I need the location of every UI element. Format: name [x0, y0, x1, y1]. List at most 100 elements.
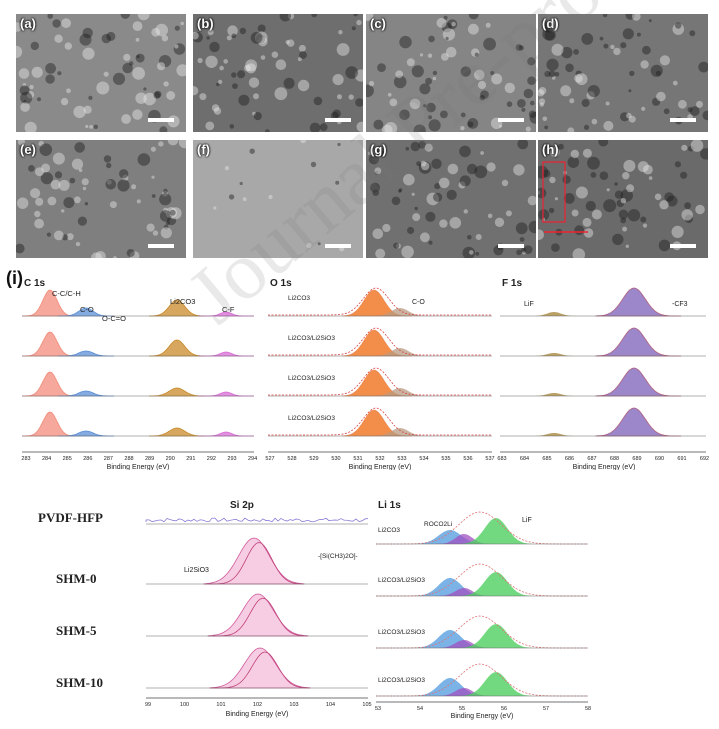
- si2p-tick-label: 100: [180, 702, 189, 708]
- scale-bar: [148, 118, 174, 122]
- li1s-tick-label: 56: [501, 706, 507, 712]
- li1s-tick-label: 54: [417, 706, 423, 712]
- f1s-x-axis-label: Binding Energy (eV): [573, 464, 636, 470]
- c1s-peak-label: C-C/C-H: [52, 289, 81, 298]
- xps-f1s-plot: F 1s LiF -CF3 683 684 685 686 687 688 689 690 691 69…: [496, 274, 710, 470]
- o1s-peak-label: C-O: [412, 299, 425, 306]
- si2p-peak: [207, 593, 309, 637]
- c1s-peak-label: C-F: [222, 305, 235, 314]
- c1s-peak: [22, 411, 78, 437]
- si2p-tick-label: 103: [289, 702, 298, 708]
- c1s-tick-label: 293: [227, 456, 236, 462]
- o1s-row-label: Li2CO3/Li2SiO3: [288, 415, 335, 422]
- sem-panel-label: (g): [370, 142, 387, 157]
- c1s-tick-label: 283: [21, 456, 30, 462]
- li1s-tick-label: 55: [459, 706, 465, 712]
- sem-panel-label: (d): [542, 16, 559, 31]
- c1s-tick-label: 289: [145, 456, 154, 462]
- c1s-peak: [149, 339, 205, 357]
- c1s-tick-label: 285: [63, 456, 72, 462]
- si2p-tick-label: 105: [362, 702, 371, 708]
- sem-image-a: (a): [16, 14, 186, 132]
- f1s-peak: [536, 353, 576, 356]
- f1s-tick-label: 689: [632, 456, 641, 462]
- f1s-tick-label: 685: [542, 456, 551, 462]
- o1s-row-label: Li2CO3: [288, 295, 310, 302]
- o1s-tick-label: 536: [463, 456, 472, 462]
- sem-image-h: (h): [538, 140, 708, 258]
- f1s-peak: [536, 312, 576, 316]
- sem-panel-label: (h): [542, 142, 559, 157]
- f1s-peak: [595, 407, 681, 437]
- si2p-component: [208, 597, 308, 637]
- sem-image-b: (b): [193, 14, 363, 132]
- sem-image-g: (g): [366, 140, 536, 258]
- o1s-tick-label: 535: [441, 456, 450, 462]
- f1s-tick-label: 690: [655, 456, 664, 462]
- si2p-peak-label: Li2SiO3: [184, 567, 209, 574]
- f1s-peak-label: -CF3: [672, 301, 688, 308]
- sample-label-shm-10: SHM-10: [56, 675, 103, 690]
- o1s-title: O 1s: [270, 278, 292, 289]
- si2p-tick-label: 104: [326, 702, 335, 708]
- o1s-tick-label: 532: [375, 456, 384, 462]
- c1s-peak-label: C-O: [80, 305, 94, 314]
- sample-label-shm-5: SHM-5: [56, 623, 97, 638]
- li1s-peak: [462, 572, 532, 596]
- f1s-tick-label: 683: [497, 456, 506, 462]
- scale-bar: [498, 244, 524, 248]
- c1s-tick-label: 287: [104, 456, 113, 462]
- si2p-component: [210, 651, 310, 689]
- si2p-peak: [209, 647, 311, 689]
- o1s-tick-label: 531: [353, 456, 362, 462]
- c1s-tick-label: 291: [186, 456, 195, 462]
- o1s-envelope: [268, 407, 492, 436]
- o1s-tick-label: 530: [331, 456, 340, 462]
- c1s-peak: [198, 431, 254, 437]
- li1s-tick-label: 57: [543, 706, 549, 712]
- li1s-peak: [462, 672, 532, 696]
- xps-c1s-plot: C 1s C-C/C-H C-O O-C=O Li2CO3 C-F 283 284 285 286…: [14, 274, 258, 470]
- li1s-title: Li 1s: [378, 500, 401, 511]
- o1s-tick-label: 528: [287, 456, 296, 462]
- sem-panel-label: (f): [197, 142, 210, 157]
- xps-o1s-plot: O 1s Li2CO3 Li2CO3/Li2SiO3 Li2CO3/Li2SiO3 Li…: [262, 274, 496, 470]
- sem-panel-label: (b): [197, 16, 214, 31]
- c1s-tick-label: 288: [124, 456, 133, 462]
- sem-image-f: (f): [193, 140, 363, 258]
- o1s-tick-label: 527: [265, 456, 274, 462]
- scale-bar: [498, 118, 524, 122]
- c1s-title: C 1s: [24, 278, 46, 289]
- o1s-row-label: Li2CO3/Li2SiO3: [288, 375, 335, 382]
- sample-label-shm-0: SHM-0: [56, 571, 97, 586]
- o1s-row-label: Li2CO3/Li2SiO3: [288, 335, 335, 342]
- f1s-tick-label: 688: [610, 456, 619, 462]
- li1s-tick-label: 53: [375, 706, 381, 712]
- o1s-envelope: [268, 327, 492, 356]
- sem-image-e: (e): [16, 140, 186, 258]
- xps-li1s-plot: Li 1s Li2CO3 Li2CO3/Li2SiO3 Li2CO3/Li2SiO3 L…: [372, 496, 596, 720]
- c1s-peak: [198, 391, 254, 397]
- scale-bar: [325, 118, 351, 122]
- scale-bar: [148, 244, 174, 248]
- c1s-peak: [149, 299, 205, 317]
- li1s-tick-label: 58: [585, 706, 591, 712]
- c1s-peak: [22, 371, 78, 397]
- si2p-x-axis-label: Binding Energy (eV): [226, 711, 289, 718]
- c1s-tick-label: 294: [248, 456, 257, 462]
- f1s-peak: [595, 367, 681, 397]
- c1s-tick-label: 286: [83, 456, 92, 462]
- c1s-peak-label: Li2CO3: [170, 297, 195, 306]
- f1s-peak-label: LiF: [524, 301, 534, 308]
- si2p-peak: [203, 537, 305, 585]
- sem-panel-label: (c): [370, 16, 386, 31]
- o1s-tick-label: 533: [397, 456, 406, 462]
- li1s-row-label: Li2CO3/Li2SiO3: [378, 677, 425, 684]
- sem-panel-label: (a): [20, 16, 36, 31]
- c1s-tick-label: 284: [42, 456, 51, 462]
- o1s-envelope: [268, 367, 492, 396]
- li1s-x-axis-label: Binding Energy (eV): [451, 713, 514, 720]
- li1s-row-label: Li2CO3/Li2SiO3: [378, 577, 425, 584]
- f1s-title: F 1s: [502, 278, 522, 289]
- si2p-noise-line: [145, 517, 369, 523]
